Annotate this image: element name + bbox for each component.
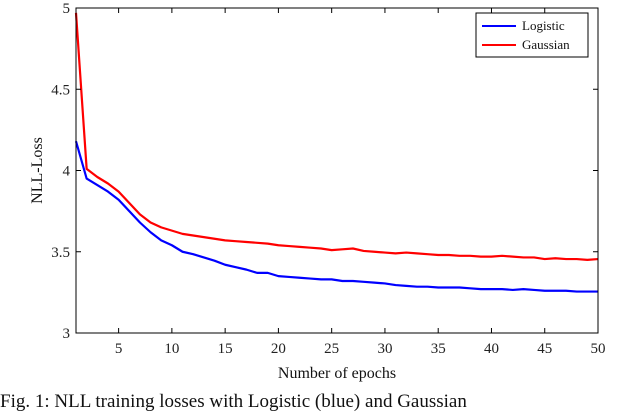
tick-layer: 5 10 15 20 25 30 35 40 45 50 3 3.5 4 4.5 5 [51,1,605,357]
legend: Logistic Gaussian [475,12,589,58]
x-tick-label: 5 [115,341,123,357]
x-tick-label: 45 [537,341,552,357]
x-axis-title: Number of epochs [278,365,396,382]
y-tick-label: 4.5 [51,82,70,98]
x-tick-label: 30 [377,341,392,357]
x-tick-label: 20 [271,341,286,357]
series-line-logistic [74,140,598,293]
y-tick-label: 3 [63,326,71,342]
y-tick-label: 5 [63,1,71,17]
y-tick-label: 3.5 [51,245,70,261]
y-axis-title: NLL-Loss [29,137,46,204]
x-tick-label: 25 [324,341,339,357]
loss-chart: 5 10 15 20 25 30 35 40 45 50 3 3.5 4 4.5 5 Number of e… [29,1,606,382]
x-tick-label: 50 [591,341,606,357]
legend-box [475,12,589,58]
x-tick-label: 35 [431,341,446,357]
x-tick-label: 40 [484,341,499,357]
series-line-gaussian [74,12,599,261]
x-tick-label: 15 [218,341,233,357]
x-tick-label: 10 [164,341,179,357]
legend-label-logistic: Logistic [522,18,565,33]
series-layer [74,12,599,293]
figure-caption: Fig. 1: NLL training losses with Logisti… [0,391,467,412]
y-tick-label: 4 [63,164,71,180]
legend-label-gaussian: Gaussian [522,37,570,52]
